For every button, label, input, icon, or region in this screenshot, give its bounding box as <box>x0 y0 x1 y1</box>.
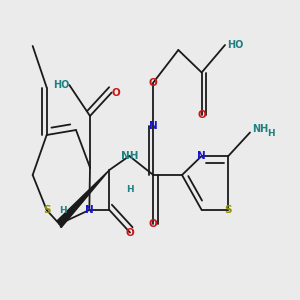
Text: H: H <box>126 185 134 194</box>
Text: O: O <box>149 77 158 88</box>
Text: O: O <box>149 219 158 229</box>
Text: O: O <box>126 227 134 238</box>
Text: O: O <box>112 88 120 98</box>
Text: S: S <box>43 205 50 215</box>
Text: N: N <box>149 121 158 131</box>
Polygon shape <box>58 170 109 228</box>
Text: S: S <box>225 205 232 215</box>
Text: H: H <box>267 129 275 138</box>
Text: NH: NH <box>121 151 138 161</box>
Text: N: N <box>85 205 94 215</box>
Text: HO: HO <box>227 40 243 50</box>
Text: HO: HO <box>53 80 69 90</box>
Text: O: O <box>197 110 206 120</box>
Text: N: N <box>197 151 206 161</box>
Text: NH: NH <box>252 124 268 134</box>
Text: H: H <box>59 206 67 214</box>
